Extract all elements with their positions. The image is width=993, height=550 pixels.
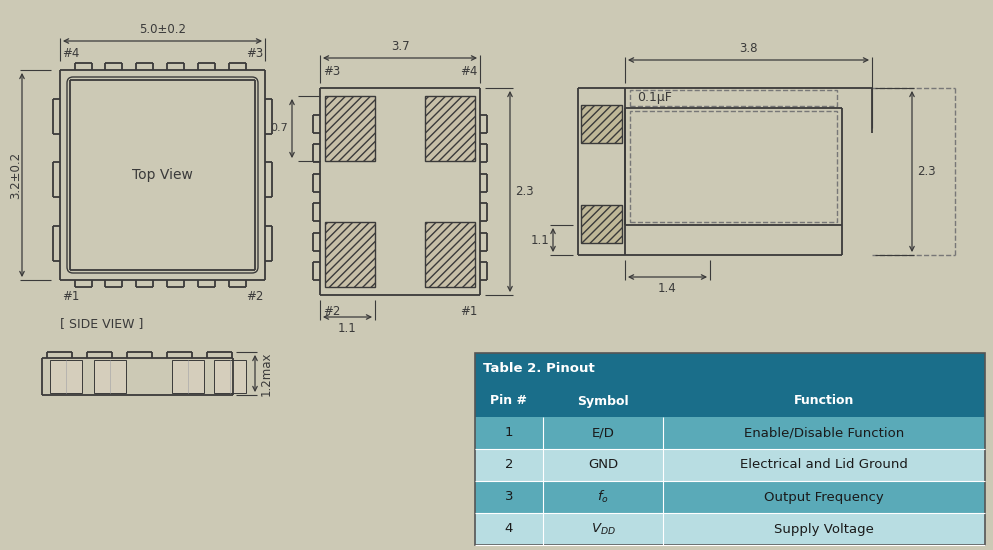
Text: Output Frequency: Output Frequency <box>765 491 884 503</box>
Text: #3: #3 <box>245 47 263 60</box>
Text: 5.0±0.2: 5.0±0.2 <box>139 23 186 36</box>
Text: [ SIDE VIEW ]: [ SIDE VIEW ] <box>60 317 143 330</box>
Text: Function: Function <box>793 394 854 408</box>
Text: 0.1μF: 0.1μF <box>637 91 672 104</box>
Text: 1.2max: 1.2max <box>260 351 273 396</box>
Bar <box>475 481 985 513</box>
Bar <box>475 513 985 545</box>
Text: #1: #1 <box>62 290 79 303</box>
Text: GND: GND <box>588 459 618 471</box>
Text: E/D: E/D <box>592 426 615 439</box>
Bar <box>325 222 375 287</box>
Text: Supply Voltage: Supply Voltage <box>775 522 874 536</box>
Bar <box>581 205 622 243</box>
Text: 4: 4 <box>504 522 513 536</box>
Text: 3.2±0.2: 3.2±0.2 <box>10 151 23 199</box>
Bar <box>425 222 475 287</box>
Text: 3: 3 <box>504 491 513 503</box>
Bar <box>94 360 126 393</box>
Text: Pin #: Pin # <box>491 394 527 408</box>
Text: 1: 1 <box>504 426 513 439</box>
Text: Symbol: Symbol <box>577 394 629 408</box>
Bar <box>50 360 82 393</box>
Bar <box>630 111 837 222</box>
Text: $V_{DD}$: $V_{DD}$ <box>591 521 616 537</box>
Bar <box>425 96 475 161</box>
Text: #4: #4 <box>62 47 79 60</box>
Text: Enable/Disable Function: Enable/Disable Function <box>744 426 904 439</box>
Text: 1.1: 1.1 <box>530 234 549 246</box>
Text: $f_o$: $f_o$ <box>597 489 609 505</box>
Text: #3: #3 <box>323 65 341 78</box>
Bar <box>172 360 204 393</box>
Text: 2: 2 <box>504 459 513 471</box>
Bar <box>581 105 622 143</box>
Text: 2.3: 2.3 <box>917 165 935 178</box>
Text: #2: #2 <box>323 305 341 318</box>
Bar <box>214 360 246 393</box>
Text: Table 2. Pinout: Table 2. Pinout <box>483 362 595 376</box>
Text: #4: #4 <box>460 65 477 78</box>
Bar <box>475 417 985 449</box>
Bar <box>475 385 985 417</box>
Text: 1.1: 1.1 <box>339 322 356 335</box>
Bar <box>475 353 985 545</box>
Text: 3.8: 3.8 <box>739 42 758 55</box>
Text: Top View: Top View <box>132 168 193 182</box>
Text: 3.7: 3.7 <box>390 40 409 53</box>
Text: 2.3: 2.3 <box>515 185 533 198</box>
Bar <box>325 96 375 161</box>
Text: 1.4: 1.4 <box>657 282 676 295</box>
Text: 0.7: 0.7 <box>270 123 288 133</box>
Text: #2: #2 <box>245 290 263 303</box>
Bar <box>475 353 985 385</box>
Bar <box>630 90 837 106</box>
Text: Electrical and Lid Ground: Electrical and Lid Ground <box>740 459 908 471</box>
Text: #1: #1 <box>460 305 477 318</box>
Bar <box>475 449 985 481</box>
